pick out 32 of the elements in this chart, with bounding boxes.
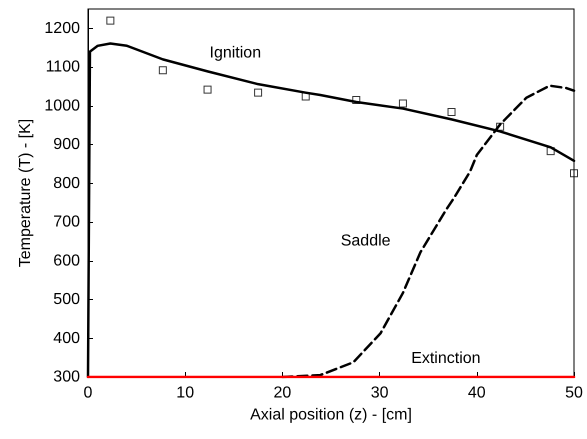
y-tick-label: 1100 [46, 58, 80, 76]
point [448, 108, 456, 116]
point [106, 16, 114, 25]
y-tick-label: 700 [53, 214, 80, 231]
point [158, 66, 167, 74]
y-tick-label: 600 [53, 252, 80, 270]
y-tick-label: 1000 [44, 97, 80, 114]
point [254, 88, 262, 97]
point [546, 147, 555, 156]
point [398, 100, 407, 108]
x-tick-label: 20 [274, 384, 292, 402]
point [570, 169, 578, 178]
series-label: Ignition [210, 44, 262, 62]
series-label: Extinction [411, 350, 481, 368]
y-axis-title: Temperature (T) - [K] [17, 118, 34, 268]
point [204, 86, 212, 94]
y-tick-label: 1200 [44, 20, 80, 37]
point [302, 92, 310, 101]
y-tick-label: 300 [53, 368, 80, 386]
x-tick-label: 40 [468, 384, 486, 402]
x-axis-title: Axial position (z) - [cm] [250, 406, 412, 424]
x-tick-label: 30 [370, 384, 389, 402]
x-tick-label: 50 [565, 384, 583, 402]
series-label: Saddle [340, 232, 391, 250]
y-tick-label: 900 [53, 136, 80, 154]
point [496, 122, 504, 131]
point [352, 96, 360, 104]
y-tick-label: 800 [53, 174, 80, 192]
x-tick-label: 10 [176, 384, 194, 402]
y-tick-label: 400 [53, 330, 80, 347]
y-tick-label: 500 [53, 291, 80, 308]
x-tick-label: 0 [84, 384, 93, 402]
